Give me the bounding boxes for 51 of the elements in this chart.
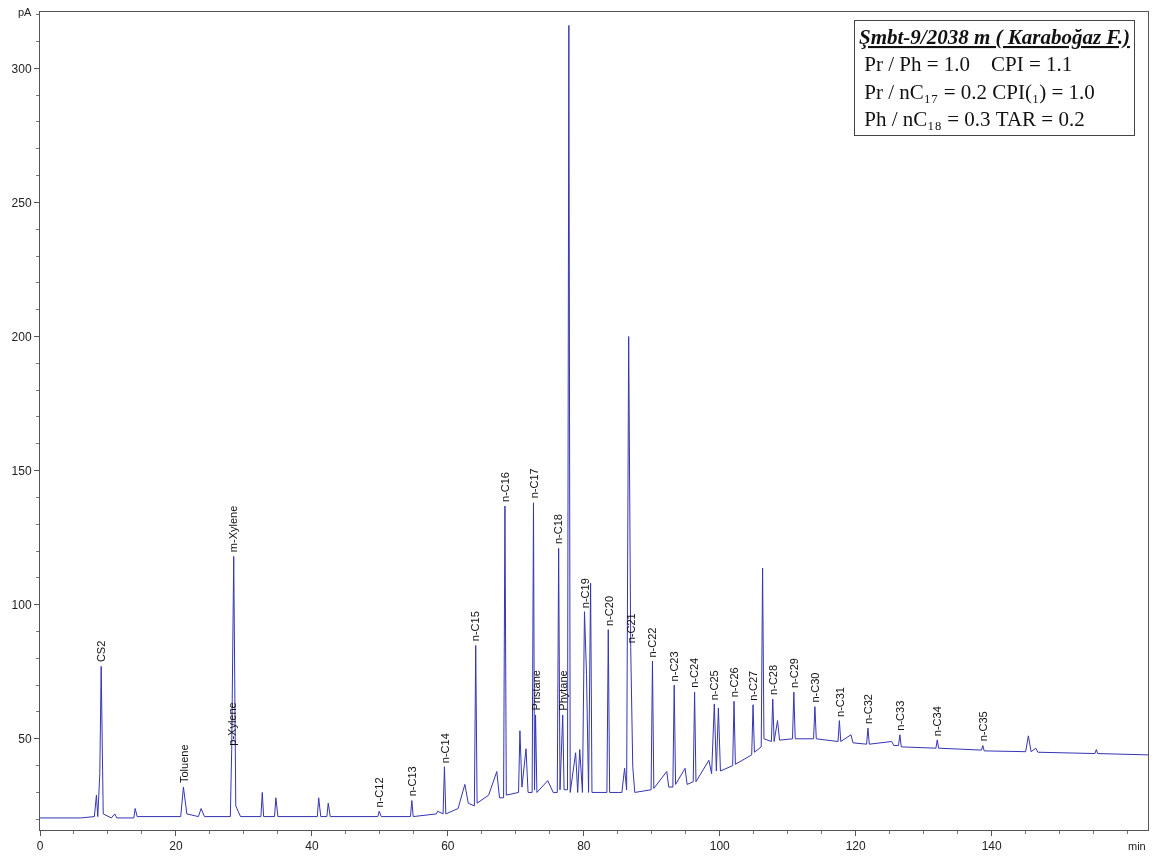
annotation: n-C27 (747, 670, 760, 701)
annotation: n-C20 (602, 595, 615, 626)
x-tick-label: 20 (169, 839, 183, 854)
annotation: n-C33 (894, 700, 907, 731)
y-tick-label: 100 (11, 597, 32, 612)
y-tick-label: 200 (11, 329, 32, 344)
y-tick-label: 150 (11, 463, 32, 478)
annotation: p-Xylene (225, 702, 238, 746)
annotation: n-C35 (977, 711, 990, 742)
annotation: m-Xylene (227, 505, 240, 553)
annotation: n-C15 (469, 611, 482, 642)
annotation: n-C28 (766, 664, 779, 695)
y-tick-label: 300 (11, 61, 32, 76)
annotation: n-C34 (931, 706, 944, 737)
annotation: n-C16 (498, 472, 511, 502)
x-tick-label: 0 (36, 839, 44, 854)
annotation: Pristane (529, 670, 542, 711)
y-tick-label: 250 (11, 195, 32, 210)
annotation: n-C29 (787, 658, 800, 688)
x-tick-label: 60 (441, 839, 455, 854)
x-tick-label: 140 (981, 839, 1002, 854)
y-tick-label: 50 (18, 732, 32, 747)
annotation: n-C14 (438, 733, 451, 764)
y-axis-title: pA (18, 6, 33, 18)
x-tick-label: 120 (845, 839, 867, 854)
x-axis-title: min (1128, 840, 1146, 852)
annotation: Ph / nC₁₈ = 0.3 TAR = 0.2 (859, 106, 1085, 131)
x-tick-label: 40 (305, 839, 319, 854)
annotation: Toluene (177, 744, 190, 784)
annotation: Pr / Ph = 1.0 CPI = 1.1 (859, 52, 1073, 77)
annotation: n-C17 (527, 468, 540, 499)
x-tick-label: 100 (709, 839, 731, 854)
annotation: n-C18 (552, 514, 565, 545)
annotation: n-C13 (406, 766, 419, 797)
annotation: n-C32 (861, 694, 874, 725)
annotation: n-C22 (646, 627, 659, 658)
annotation: n-C25 (708, 670, 721, 701)
annotation: Phytane (556, 670, 569, 711)
annotation: Pr / nC₁₇ = 0.2 CPI(₁) = 1.0 (859, 79, 1095, 104)
annotation: n-C30 (809, 672, 822, 703)
annotation: n-C19 (578, 578, 591, 609)
text: Şmbt-9/2038 m ( Karaboğaz F.) (859, 25, 1130, 49)
line-series (40, 24, 1148, 819)
annotation: n-C23 (668, 651, 681, 682)
annotation: CS2 (95, 640, 108, 663)
annotation: n-C26 (727, 667, 740, 698)
annotation: n-C21 (625, 613, 638, 644)
annotation: n-C12 (372, 777, 385, 808)
annotation: n-C31 (833, 687, 846, 717)
x-tick-label: 80 (577, 839, 591, 854)
annotation: n-C24 (688, 657, 701, 688)
